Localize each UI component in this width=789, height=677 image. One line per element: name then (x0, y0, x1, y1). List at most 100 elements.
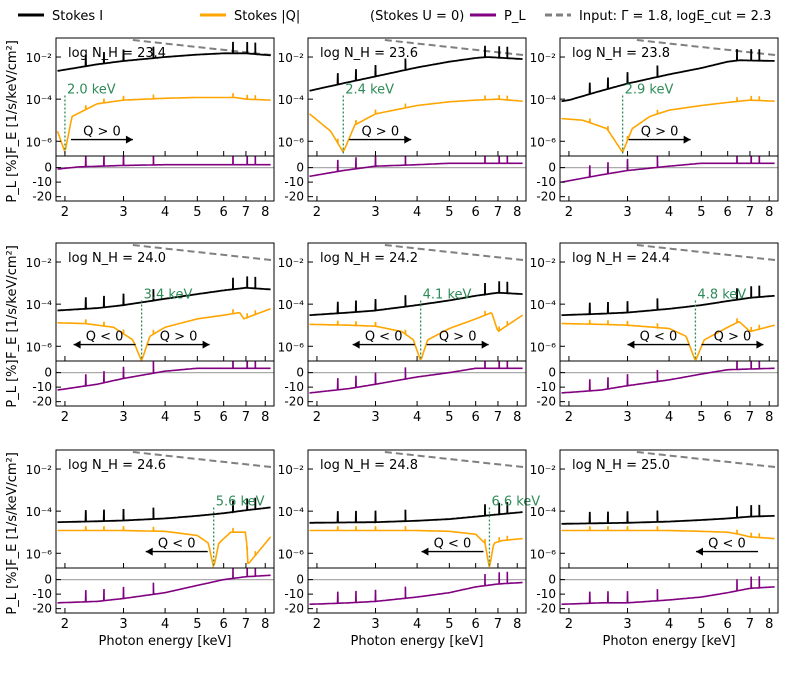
y-axis-label-flux: F_E [1/s/keV/cm²] (5, 40, 20, 154)
x-tick-label: 7 (494, 617, 502, 632)
stokes-q-line (561, 526, 775, 540)
arrow-head (202, 340, 210, 349)
y-tick-label: 10⁻⁶ (26, 135, 53, 149)
direction-arrow: Q > 0 (628, 125, 691, 144)
nh-label: log N_H = 23.4 (68, 46, 166, 61)
y-tick-label: -20 (536, 602, 556, 616)
x-tick-label: 6 (724, 617, 732, 632)
y-tick-label: 10⁻⁶ (278, 547, 305, 561)
x-tick-label: 7 (494, 205, 502, 220)
direction-arrow: Q > 0 (70, 125, 133, 144)
y-tick-label: 10⁻⁶ (530, 340, 557, 354)
arrow-label: Q < 0 (158, 537, 196, 552)
x-tick-label: 3 (623, 617, 631, 632)
x-tick-label: 2 (61, 205, 69, 220)
x-axis-label: Photon energy [keV] (603, 634, 736, 649)
y-tick-label: -10 (284, 587, 304, 601)
x-tick-label: 5 (193, 617, 201, 632)
y-tick-label: 10⁻⁶ (26, 340, 53, 354)
legend-label: P_L (504, 9, 526, 24)
y-axis-label-flux: F_E [1/s/keV/cm²] (5, 245, 20, 359)
crossing-energy-label: 5.6 keV (216, 494, 265, 509)
direction-arrow: Q < 0 (145, 537, 208, 556)
polarization-line (57, 361, 271, 391)
legend-item: Stokes I (18, 9, 103, 24)
x-tick-label: 7 (494, 410, 502, 425)
y-tick-label: 0 (548, 161, 556, 175)
polarization-line (309, 361, 523, 394)
x-tick-label: 3 (119, 410, 127, 425)
x-tick-label: 6 (724, 410, 732, 425)
y-tick-label: 0 (548, 573, 556, 587)
arrow-head (404, 135, 412, 144)
y-tick-label: 0 (296, 161, 304, 175)
crossing-energy-label: 3.4 keV (144, 287, 193, 302)
x-tick-label: 6 (472, 410, 480, 425)
y-tick-label: -20 (32, 190, 52, 204)
x-tick-label: 7 (242, 617, 250, 632)
arrow-head (683, 135, 691, 144)
x-tick-label: 6 (220, 410, 228, 425)
y-tick-label: 10⁻⁴ (278, 298, 305, 312)
x-tick-label: 3 (371, 617, 379, 632)
nh-label: log N_H = 24.2 (320, 251, 418, 266)
x-tick-label: 8 (513, 410, 521, 425)
input-powerlaw-line (384, 244, 526, 262)
nh-label: log N_H = 24.8 (320, 458, 418, 473)
y-tick-label: 10⁻² (278, 463, 305, 477)
x-tick-label: 8 (261, 617, 269, 632)
polarization-line (309, 156, 523, 178)
y-tick-label: 10⁻⁴ (26, 298, 53, 312)
input-powerlaw-line (636, 244, 778, 262)
arrow-head (696, 547, 703, 556)
y-tick-label: -10 (536, 175, 556, 189)
y-axis-label-polarization: P_L [%] (5, 154, 20, 202)
direction-arrow: Q < 0 (73, 330, 136, 349)
y-tick-label: -20 (536, 190, 556, 204)
stokes-i-line (57, 41, 271, 72)
x-tick-label: 8 (261, 205, 269, 220)
stokes-q-line (309, 526, 523, 568)
stokes-q-line (561, 95, 775, 154)
x-tick-label: 3 (623, 410, 631, 425)
polarization-line (309, 571, 523, 606)
y-tick-label: 0 (44, 161, 52, 175)
arrow-label: Q < 0 (640, 330, 678, 345)
stokes-q-line (309, 310, 524, 361)
panel: 4.1 keV Q < 0 Q > 0 log N_H = 24.2 2 3 4 5 6 7 8 10… (278, 242, 527, 425)
x-tick-label: 7 (242, 205, 250, 220)
input-powerlaw-line (384, 451, 526, 469)
y-tick-label: 10⁻⁶ (278, 135, 305, 149)
stokes-i-line (309, 45, 523, 92)
x-tick-label: 3 (119, 617, 127, 632)
input-powerlaw-line (636, 39, 778, 57)
x-axis-label: Photon energy [keV] (351, 634, 484, 649)
nh-label: log N_H = 24.6 (68, 458, 166, 473)
legend-item: (Stokes U = 0) (370, 9, 464, 24)
direction-arrow: Q > 0 (349, 125, 412, 144)
x-tick-label: 6 (724, 205, 732, 220)
legend-item: P_L (470, 9, 526, 24)
x-tick-label: 2 (313, 205, 321, 220)
nh-label: log N_H = 25.0 (572, 458, 670, 473)
y-tick-label: -20 (284, 602, 304, 616)
y-tick-label: -10 (32, 587, 52, 601)
legend-label: Input: Γ = 1.8, logE_cut = 2.3 (579, 9, 771, 24)
input-powerlaw-line (132, 451, 274, 469)
panel: 5.6 keV Q < 0 log N_H = 24.6 2 3 4 5 6 7 8 10⁻² 10⁻… (5, 449, 275, 649)
arrow-head (352, 340, 360, 349)
y-tick-label: -10 (536, 587, 556, 601)
x-tick-label: 7 (746, 617, 754, 632)
x-tick-label: 6 (220, 205, 228, 220)
arrow-label: Q < 0 (365, 330, 403, 345)
x-tick-label: 7 (746, 205, 754, 220)
y-tick-label: 10⁻⁶ (278, 340, 305, 354)
panel: 6.6 keV Q < 0 log N_H = 24.8 2 3 4 5 6 7 8 10⁻² 10⁻… (278, 449, 540, 649)
arrow-label: Q > 0 (83, 125, 121, 140)
arrow-label: Q > 0 (160, 330, 198, 345)
y-tick-label: 10⁻² (530, 463, 557, 477)
crossing-energy-label: 2.4 keV (345, 82, 394, 97)
y-axis-label-flux: F_E [1/s/keV/cm²] (5, 452, 20, 566)
